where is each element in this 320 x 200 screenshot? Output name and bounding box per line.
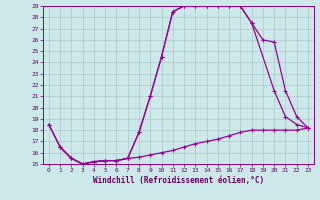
X-axis label: Windchill (Refroidissement éolien,°C): Windchill (Refroidissement éolien,°C) <box>93 176 264 185</box>
